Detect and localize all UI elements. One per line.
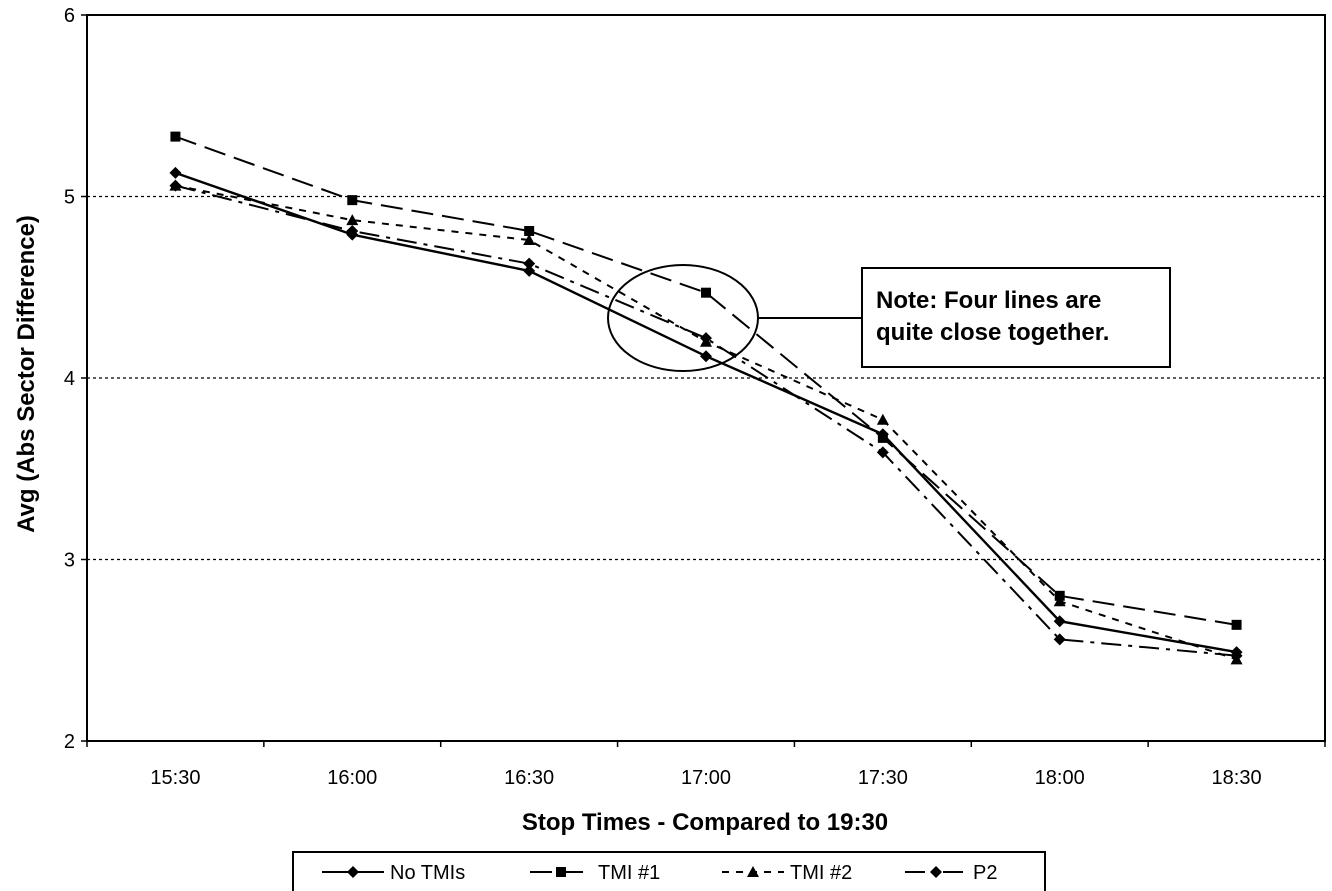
legend-label: P2	[973, 862, 997, 884]
x-tick-label: 17:30	[858, 767, 908, 789]
series-line	[175, 184, 1237, 661]
legend-entry: TMI #1	[530, 862, 660, 884]
axis-ticks: 2 3 4 5 6 15:30 16:00 16:30 17:00 17:30 18:00 18:30	[64, 5, 1326, 789]
series-line	[175, 135, 1237, 626]
legend-entry: TMI #2	[722, 862, 852, 884]
data-point-triangle	[523, 234, 536, 246]
series-tmi-2	[169, 179, 1243, 665]
data-point-triangle	[1053, 595, 1066, 607]
data-point-diamond	[876, 446, 889, 459]
series-group	[169, 131, 1243, 665]
x-tick-label: 18:30	[1212, 767, 1262, 789]
y-axis-title: Avg (Abs Sector Difference)	[13, 215, 40, 533]
legend-entry: No TMIs	[322, 862, 465, 884]
data-point-square	[1231, 619, 1242, 630]
data-point-diamond	[1053, 615, 1066, 628]
data-point-square	[701, 287, 711, 298]
series-line	[175, 171, 1237, 654]
data-point-square	[556, 867, 566, 877]
series-line	[175, 184, 1237, 657]
x-tick-label: 17:00	[681, 767, 731, 789]
data-point-diamond	[346, 224, 359, 237]
series-p2	[169, 179, 1243, 662]
data-point-diamond	[700, 332, 712, 345]
x-tick-label: 15:30	[150, 767, 200, 789]
y-tick-label: 3	[64, 550, 75, 572]
data-point-diamond	[347, 866, 359, 878]
data-point-square	[877, 432, 888, 443]
data-point-triangle	[876, 413, 889, 425]
series-no-tmis	[169, 166, 1243, 659]
data-point-diamond	[523, 257, 536, 270]
data-point-triangle	[346, 214, 359, 226]
x-tick-label: 18:00	[1035, 767, 1085, 789]
legend: No TMIs TMI #1 TMI #2 P2	[322, 862, 997, 884]
x-tick-label: 16:30	[504, 767, 554, 789]
legend-label: No TMIs	[390, 862, 465, 884]
annotation-line-2: quite close together.	[876, 319, 1109, 346]
data-point-square	[524, 225, 535, 236]
data-point-diamond	[169, 179, 182, 192]
legend-entry: P2	[905, 862, 997, 884]
data-point-square	[347, 195, 358, 206]
y-tick-label: 6	[64, 5, 75, 27]
data-point-diamond	[523, 264, 536, 277]
series-tmi-1	[170, 131, 1242, 630]
legend-label: TMI #1	[598, 862, 660, 884]
x-axis-title: Stop Times - Compared to 19:30	[522, 809, 888, 836]
x-tick-label: 16:00	[327, 767, 377, 789]
annotation-line-1: Note: Four lines are	[876, 287, 1101, 314]
y-tick-label: 4	[64, 368, 75, 390]
legend-label: TMI #2	[790, 862, 852, 884]
data-point-triangle	[747, 866, 759, 877]
data-point-diamond	[700, 350, 712, 363]
data-point-diamond	[1053, 633, 1066, 646]
grid-lines	[87, 195, 1325, 561]
data-point-diamond	[1230, 649, 1243, 662]
data-point-diamond	[930, 866, 942, 878]
annotation-box	[861, 267, 1171, 368]
data-point-diamond	[169, 166, 182, 179]
data-point-square	[170, 131, 181, 142]
y-tick-label: 5	[64, 187, 75, 209]
y-tick-label: 2	[64, 731, 75, 753]
